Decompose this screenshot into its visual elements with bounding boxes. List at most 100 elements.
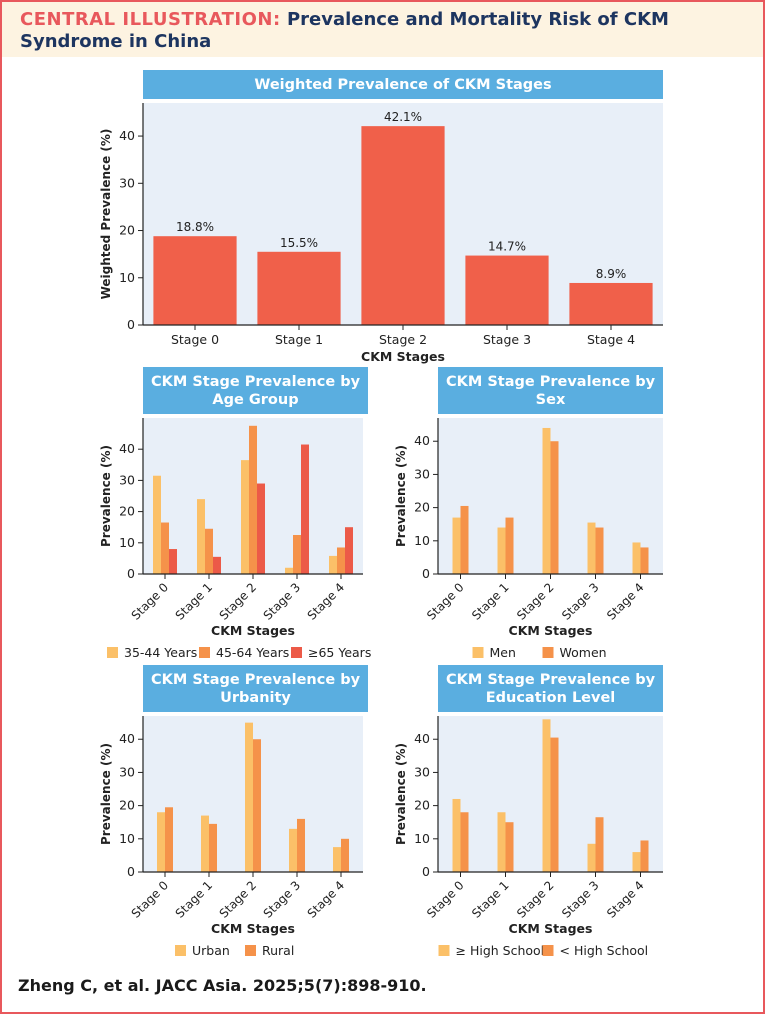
header-title: Prevalence and Mortality Risk of CKM Syn…	[20, 9, 669, 52]
age-bar-35-44-years-2	[241, 460, 249, 574]
chart-urbanity: 0 10 20 30 40 Stage 0 Stage 1 Stage 2 Stage 3 Sta…	[99, 716, 363, 958]
age-ytick-label: 0	[127, 566, 135, 581]
sex-ytick-label: 40	[414, 433, 430, 448]
overall-bar-weighted-prevalence-0	[153, 236, 237, 325]
overall-data-label: 18.8%	[176, 220, 214, 234]
sex-bar-men-2	[542, 427, 551, 574]
urbanity-bar-urban-3	[289, 828, 297, 872]
overall-xtick-label: Stage 3	[483, 332, 531, 347]
education-bar--high-school-4	[640, 840, 649, 872]
citation: Zheng C, et al. JACC Asia. 2025;5(7):898…	[18, 976, 427, 995]
overall-y-axis-title: Weighted Prevalence (%)	[99, 129, 113, 300]
panel-title-sex-line-2: Sex	[535, 391, 566, 408]
overall-xtick-label: Stage 1	[275, 332, 323, 347]
urbanity-ytick-label: 10	[119, 831, 135, 846]
urbanity-bar-urban-1	[201, 815, 209, 872]
education-bar--high-school-2	[550, 737, 559, 872]
sex-ytick-label: 10	[414, 533, 430, 548]
sex-xtick-label: Stage 0	[424, 580, 467, 623]
sex-bar-men-0	[452, 517, 461, 574]
panel-title-sex-line-1: CKM Stage Prevalence by	[445, 373, 656, 390]
overall-xtick-label: Stage 4	[587, 332, 635, 347]
education-xtick-label: Stage 2	[514, 878, 557, 921]
urbanity-xtick-label: Stage 3	[261, 878, 304, 921]
urbanity-x-axis-title: CKM Stages	[211, 921, 295, 936]
age-x-axis-title: CKM Stages	[211, 623, 295, 638]
education-xtick-label: Stage 0	[424, 878, 467, 921]
age-legend-label-2: ≥65 Years	[308, 645, 371, 660]
education-legend-label-0: ≥ High School	[456, 943, 545, 958]
panel-title-sex: CKM Stage Prevalence by Sex	[438, 367, 663, 414]
education-ytick-label: 20	[414, 798, 430, 813]
panel-title-education-line-2: Education Level	[485, 689, 616, 706]
overall-bar-weighted-prevalence-3	[465, 255, 549, 325]
overall-data-label: 14.7%	[488, 240, 526, 254]
education-ytick-label: 10	[414, 831, 430, 846]
sex-xtick-label: Stage 4	[604, 580, 647, 623]
sex-bar-women-3	[595, 527, 604, 574]
age-bar-45-64-years-2	[249, 425, 257, 574]
education-bar--high-school-4	[632, 852, 641, 872]
age-ytick-label: 30	[119, 472, 135, 487]
sex-legend-swatch-0	[472, 647, 484, 658]
panel-title-education: CKM Stage Prevalence by Education Level	[438, 665, 663, 712]
urbanity-bar-rural-2	[253, 739, 261, 872]
education-bar--high-school-1	[497, 812, 506, 872]
education-ytick-label: 30	[414, 764, 430, 779]
sex-bar-men-1	[497, 527, 506, 574]
urbanity-xtick-label: Stage 1	[173, 878, 216, 921]
age-bar--65-years-3	[301, 444, 309, 574]
education-xtick-label: Stage 1	[469, 878, 512, 921]
age-bar--65-years-2	[257, 483, 265, 574]
urbanity-bar-rural-0	[165, 807, 173, 872]
overall-data-label: 15.5%	[280, 236, 318, 250]
age-bar-45-64-years-3	[293, 535, 301, 574]
education-bar--high-school-2	[542, 719, 551, 872]
education-ytick-label: 0	[422, 864, 430, 879]
overall-bar-weighted-prevalence-2	[361, 126, 445, 325]
urbanity-xtick-label: Stage 4	[305, 878, 348, 921]
education-bar--high-school-0	[452, 798, 461, 872]
age-bar-35-44-years-3	[285, 567, 293, 574]
overall-bar-weighted-prevalence-1	[257, 251, 341, 325]
panel-title-urbanity: CKM Stage Prevalence by Urbanity	[143, 665, 368, 712]
age-bar-35-44-years-1	[197, 499, 205, 574]
chart-education: 0 10 20 30 40 Stage 0 Stage 1 Stage 2 Stage 3 Sta…	[394, 716, 663, 958]
sex-xtick-label: Stage 1	[469, 580, 512, 623]
education-xtick-label: Stage 3	[559, 878, 602, 921]
sex-y-axis-title: Prevalence (%)	[394, 445, 408, 547]
header-lead: CENTRAL ILLUSTRATION:	[20, 9, 281, 30]
sex-ytick-label: 20	[414, 500, 430, 515]
sex-legend-label-0: Men	[490, 645, 516, 660]
urbanity-legend-label-1: Rural	[262, 943, 294, 958]
education-legend-swatch-0	[438, 945, 450, 956]
sex-legend-swatch-1	[542, 647, 554, 658]
age-ytick-label: 10	[119, 535, 135, 550]
sex-bar-men-4	[632, 542, 641, 574]
urbanity-bar-rural-4	[341, 838, 349, 872]
overall-data-label: 42.1%	[384, 110, 422, 124]
education-legend-swatch-1	[542, 945, 554, 956]
age-legend-swatch-1	[199, 647, 210, 658]
sex-xtick-label: Stage 2	[514, 580, 557, 623]
age-legend-swatch-2	[291, 647, 302, 658]
urbanity-legend-swatch-0	[175, 945, 186, 956]
overall-x-axis-title: CKM Stages	[361, 349, 445, 364]
age-legend-label-0: 35-44 Years	[124, 645, 197, 660]
urbanity-bar-urban-2	[245, 722, 253, 872]
urbanity-ytick-label: 20	[119, 798, 135, 813]
sex-bar-men-3	[587, 522, 596, 574]
panel-title-urbanity-line-2: Urbanity	[220, 689, 291, 706]
overall-xtick-label: Stage 2	[379, 332, 427, 347]
sex-legend-label-1: Women	[560, 645, 607, 660]
age-y-axis-title: Prevalence (%)	[99, 445, 113, 547]
header-banner: CENTRAL ILLUSTRATION: Prevalence and Mor…	[2, 2, 763, 57]
sex-x-axis-title: CKM Stages	[509, 623, 593, 638]
overall-ytick-label: 20	[119, 223, 135, 238]
sex-bar-women-2	[550, 441, 559, 574]
sex-ytick-label: 30	[414, 466, 430, 481]
urbanity-bar-rural-1	[209, 823, 217, 872]
urbanity-legend-swatch-1	[245, 945, 256, 956]
age-xtick-label: Stage 4	[305, 580, 348, 623]
education-x-axis-title: CKM Stages	[509, 921, 593, 936]
